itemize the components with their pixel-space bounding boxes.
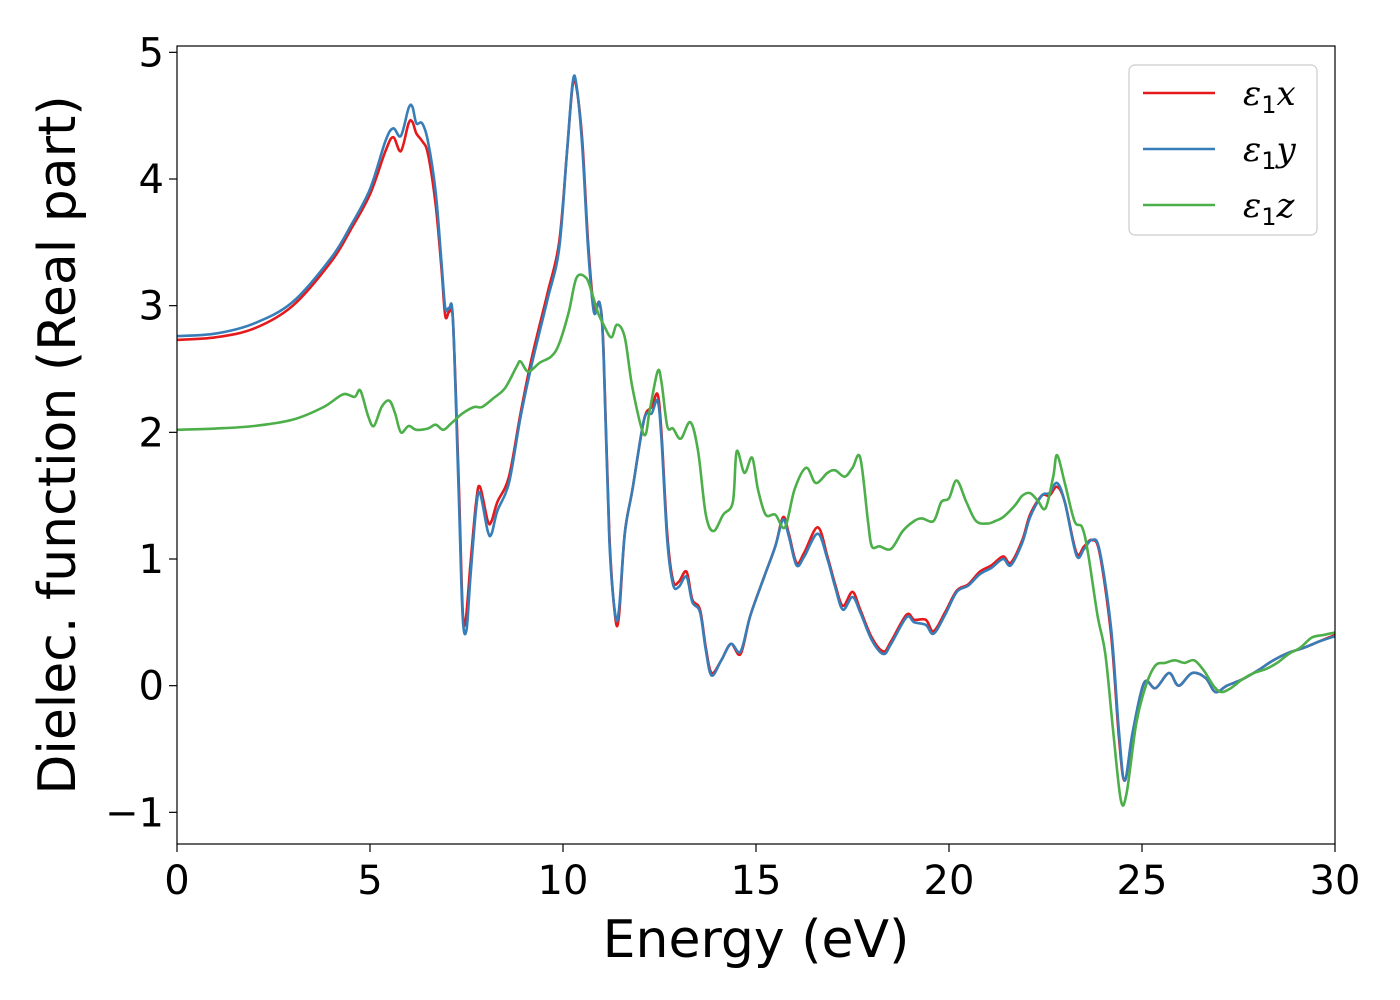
x-tick-label: 30 — [1310, 858, 1361, 904]
legend-label-eps1x: ε1x — [1243, 74, 1296, 119]
legend-label-eps1y: ε1y — [1243, 130, 1297, 175]
x-axis: 0 5 10 15 20 25 30 — [164, 844, 1360, 904]
y-tick-label: 5 — [139, 30, 164, 76]
y-tick-label: 2 — [139, 410, 164, 456]
x-tick-label: 25 — [1117, 858, 1168, 904]
y-axis: −1 0 1 2 3 4 5 — [105, 30, 177, 836]
y-tick-label: 1 — [139, 537, 164, 583]
y-tick-label: 4 — [139, 157, 164, 203]
y-tick-label: 0 — [139, 664, 164, 710]
legend: ε1x ε1y ε1z — [1128, 64, 1318, 236]
series-line-eps1z — [176, 273, 1336, 807]
x-tick-label: 15 — [731, 858, 782, 904]
y-tick-label: −1 — [105, 790, 164, 836]
x-tick-label: 5 — [357, 858, 382, 904]
legend-box — [1128, 64, 1318, 236]
x-tick-label: 10 — [538, 858, 589, 904]
x-axis-title: Energy (eV) — [603, 910, 910, 970]
series-line-eps1y — [176, 74, 1336, 782]
x-tick-label: 20 — [924, 858, 975, 904]
series-lines — [176, 74, 1336, 807]
y-axis-title: Dielec. function (Real part) — [28, 95, 88, 794]
x-tick-label: 0 — [164, 858, 189, 904]
legend-label-eps1z: ε1z — [1243, 186, 1296, 231]
y-tick-label: 3 — [139, 284, 164, 330]
